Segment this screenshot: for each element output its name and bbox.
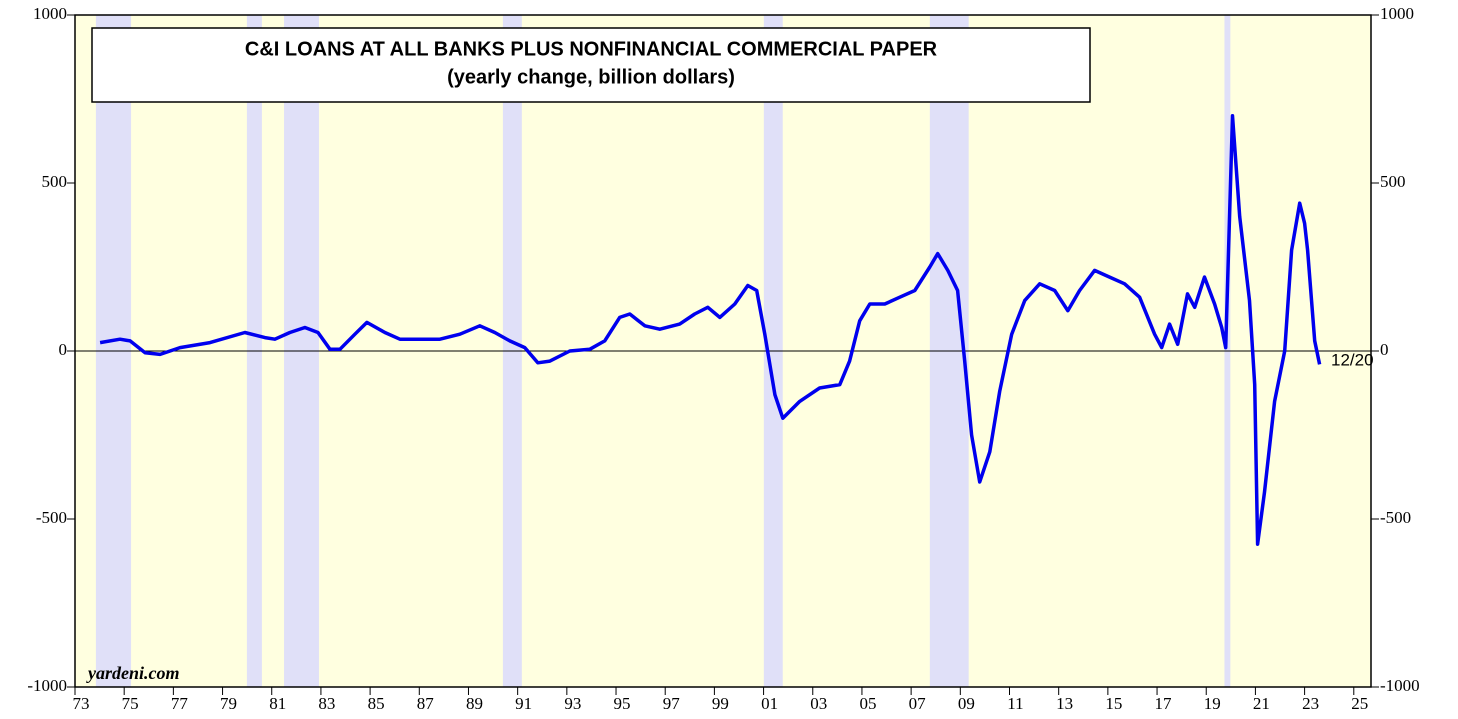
y-tick-label: 0 bbox=[59, 340, 68, 359]
x-tick-label: 09 bbox=[958, 694, 975, 713]
x-tick-label: 97 bbox=[663, 694, 681, 713]
x-tick-label: 15 bbox=[1105, 694, 1122, 713]
x-tick-label: 17 bbox=[1155, 694, 1173, 713]
y-tick-label: 500 bbox=[42, 172, 68, 191]
y2-tick-label: -1000 bbox=[1380, 676, 1420, 695]
x-tick-label: 81 bbox=[269, 694, 286, 713]
y2-tick-label: 0 bbox=[1380, 340, 1389, 359]
x-tick-label: 73 bbox=[73, 694, 90, 713]
x-tick-label: 05 bbox=[859, 694, 876, 713]
x-tick-label: 89 bbox=[466, 694, 483, 713]
x-tick-label: 25 bbox=[1351, 694, 1368, 713]
source: yardeni.com bbox=[86, 663, 180, 683]
x-tick-label: 03 bbox=[810, 694, 827, 713]
title-box bbox=[91, 27, 1091, 103]
y-tick-label: 1000 bbox=[33, 4, 67, 23]
x-tick-label: 01 bbox=[761, 694, 778, 713]
x-tick-label: 91 bbox=[515, 694, 532, 713]
y2-tick-label: 500 bbox=[1380, 172, 1406, 191]
y2-tick-label: -500 bbox=[1380, 508, 1411, 527]
end-annotation: 12/20 bbox=[1331, 350, 1374, 369]
x-tick-label: 19 bbox=[1204, 694, 1221, 713]
x-tick-label: 07 bbox=[909, 694, 927, 713]
x-tick-label: 77 bbox=[171, 694, 189, 713]
x-tick-label: 85 bbox=[368, 694, 385, 713]
data-line bbox=[99, 114, 1322, 546]
chart-subtitle: (yearly change, billion dollars) bbox=[447, 66, 735, 88]
x-tick-label: 95 bbox=[614, 694, 631, 713]
x-tick-label: 99 bbox=[712, 694, 729, 713]
x-tick-label: 13 bbox=[1056, 694, 1073, 713]
x-tick-label: 83 bbox=[318, 694, 335, 713]
x-tick-label: 75 bbox=[122, 694, 139, 713]
x-tick-label: 93 bbox=[564, 694, 581, 713]
y2-tick-label: 1000 bbox=[1380, 4, 1414, 23]
x-tick-label: 11 bbox=[1007, 694, 1023, 713]
x-tick-label: 79 bbox=[220, 694, 237, 713]
x-tick-label: 21 bbox=[1253, 694, 1270, 713]
chart-title: C&I LOANS AT ALL BANKS PLUS NONFINANCIAL… bbox=[245, 38, 938, 60]
y-tick-label: -500 bbox=[36, 508, 67, 527]
x-tick-label: 23 bbox=[1302, 694, 1319, 713]
x-tick-label: 87 bbox=[417, 694, 435, 713]
y-tick-label: -1000 bbox=[27, 676, 67, 695]
